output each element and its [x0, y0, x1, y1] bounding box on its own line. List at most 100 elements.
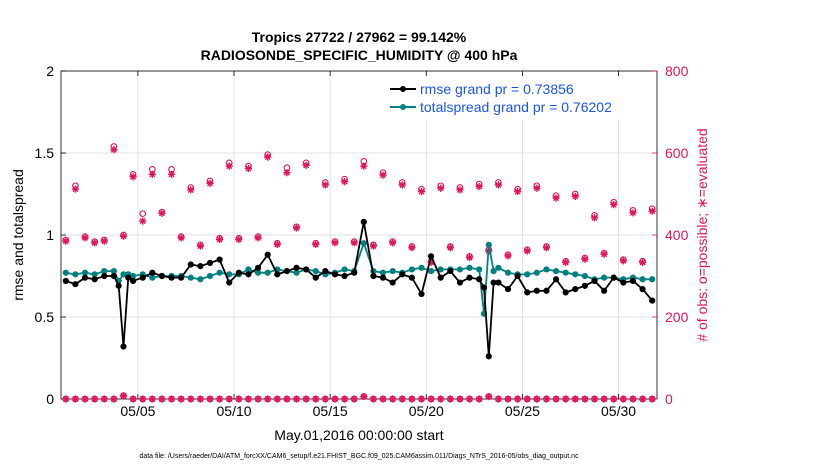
asterisk-stroke: [341, 395, 348, 403]
totalspread-point: [649, 276, 656, 283]
x-tick-label: 05/20: [409, 403, 444, 419]
count-evaluated-low-marker: [350, 395, 358, 403]
count-evaluated-marker: [196, 242, 204, 250]
asterisk-stroke: [639, 259, 646, 266]
asterisk-stroke: [197, 243, 204, 250]
rmse-point: [610, 274, 617, 281]
asterisk-stroke: [581, 256, 588, 263]
rmse-point: [408, 274, 415, 281]
count-evaluated-low-marker: [283, 395, 291, 403]
asterisk-stroke: [264, 395, 271, 403]
count-evaluated-marker: [369, 242, 378, 250]
asterisk-stroke: [581, 395, 588, 403]
count-evaluated-low-marker: [610, 395, 618, 403]
count-evaluated-low-marker: [91, 395, 99, 403]
asterisk-stroke: [168, 395, 175, 403]
count-evaluated-low-marker: [62, 395, 70, 403]
rmse-point: [480, 284, 488, 291]
y-tick-label-right: 400: [665, 227, 689, 243]
count-evaluated-marker: [456, 186, 464, 194]
y-axis-label-left: rmse and totalspread: [10, 169, 26, 301]
asterisk-stroke: [72, 186, 79, 193]
count-evaluated-marker: [235, 235, 243, 244]
rmse-point: [81, 274, 89, 281]
count-evaluated-low-marker: [533, 395, 541, 403]
x-tick-label: 05/05: [120, 403, 155, 419]
count-evaluated-marker: [283, 169, 291, 177]
asterisk-stroke: [187, 186, 194, 193]
asterisk-stroke: [389, 239, 396, 246]
asterisk-stroke: [235, 236, 242, 243]
legend-entry-spread: totalspread grand pr = 0.76202: [420, 99, 612, 115]
rmse-point: [504, 286, 512, 293]
count-evaluated-low-marker: [321, 395, 329, 403]
count-evaluated-marker: [629, 209, 637, 217]
rmse-point: [293, 264, 300, 271]
count-evaluated-low-marker: [571, 395, 579, 403]
asterisk-stroke: [572, 193, 579, 200]
count-evaluated-low-marker: [100, 395, 108, 403]
rmse-point: [649, 297, 656, 304]
asterisk-stroke: [360, 163, 367, 170]
asterisk-stroke: [418, 395, 425, 403]
y-tick-label-right: 800: [665, 63, 689, 79]
count-evaluated-marker: [340, 178, 349, 186]
count-evaluated-marker: [206, 179, 214, 187]
count-evaluated-low-marker: [638, 395, 647, 403]
legend-entry-rmse: rmse grand pr = 0.73856: [420, 81, 574, 97]
rmse-point: [235, 269, 242, 276]
rmse-line: [65, 221, 653, 357]
count-evaluated-marker: [62, 237, 70, 245]
count-evaluated-marker: [321, 181, 329, 189]
count-evaluated-low-marker: [225, 395, 233, 403]
asterisk-stroke: [553, 395, 560, 403]
count-evaluated-marker: [465, 253, 474, 262]
totalspread-point: [490, 267, 497, 275]
count-evaluated-marker: [100, 237, 108, 245]
count-evaluated-marker: [81, 234, 89, 242]
rmse-point: [552, 276, 560, 283]
asterisk-stroke: [562, 395, 569, 403]
rmse-point: [149, 269, 156, 276]
asterisk-stroke: [274, 395, 281, 403]
asterisk-stroke: [168, 171, 175, 178]
asterisk-stroke: [610, 201, 617, 208]
asterisk-stroke: [649, 208, 656, 215]
count-evaluated-low-marker: [523, 395, 531, 403]
count-evaluated-low-marker: [302, 395, 310, 403]
rmse-point: [427, 253, 435, 260]
asterisk-stroke: [81, 395, 89, 403]
asterisk-stroke: [331, 395, 339, 403]
chart-title: Tropics 27722 / 27962 = 99.142%: [252, 29, 467, 45]
rmse-point: [264, 251, 271, 258]
totalspread-point: [187, 274, 194, 281]
rmse-point: [197, 263, 204, 270]
asterisk-stroke: [255, 395, 262, 403]
totalspread-point: [120, 271, 127, 278]
count-evaluated-marker: [148, 170, 156, 178]
rmse-point: [283, 267, 291, 275]
count-evaluated-low-marker: [648, 395, 656, 403]
rmse-point: [139, 274, 146, 281]
count-evaluated-marker: [379, 171, 387, 179]
count-evaluated-low-marker: [398, 395, 406, 403]
count-evaluated-marker: [398, 181, 406, 189]
asterisk-stroke: [206, 180, 214, 187]
totalspread-point: [360, 240, 367, 247]
count-evaluated-low-marker: [514, 395, 522, 403]
asterisk-stroke: [293, 395, 300, 403]
legend-marker-spread: [400, 104, 406, 110]
asterisk-stroke: [379, 395, 387, 403]
rmse-point: [456, 279, 464, 286]
count-evaluated-marker: [417, 187, 426, 196]
totalspread-point: [101, 267, 108, 275]
asterisk-stroke: [370, 395, 377, 403]
asterisk-stroke: [351, 239, 358, 246]
rmse-point: [379, 274, 387, 281]
count-evaluated-marker: [389, 239, 397, 247]
rmse-point: [437, 274, 444, 281]
rmse-point: [360, 218, 367, 225]
totalspread-point: [379, 269, 387, 276]
rmse-point: [591, 277, 598, 285]
count-evaluated-marker: [360, 162, 368, 170]
